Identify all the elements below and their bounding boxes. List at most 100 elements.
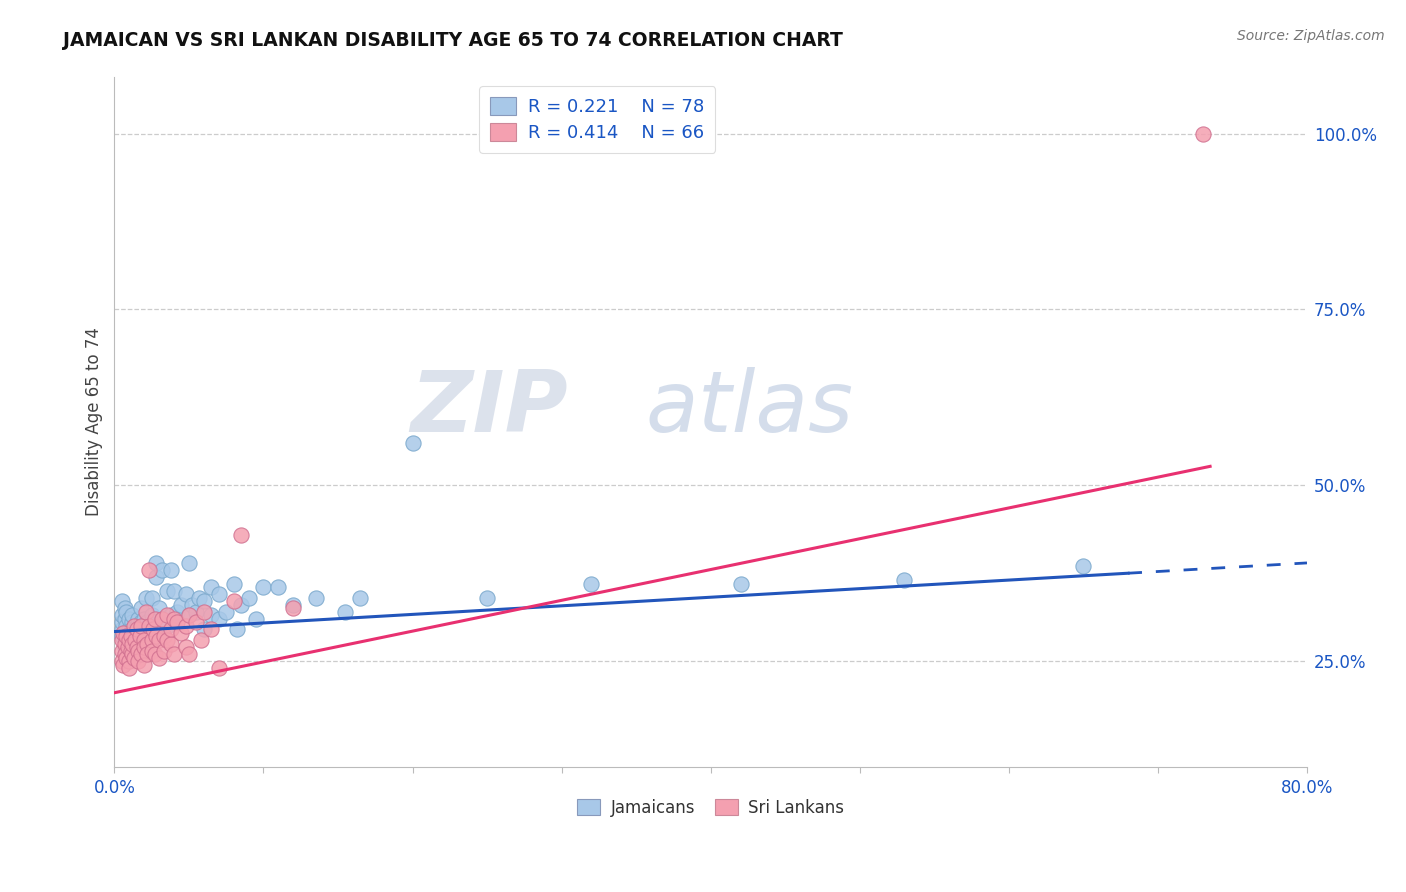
- Text: ZIP: ZIP: [411, 367, 568, 450]
- Point: [163, 647, 186, 661]
- Point: [166, 605, 188, 619]
- Point: [174, 587, 197, 601]
- Point: [155, 583, 177, 598]
- Point: [145, 630, 167, 644]
- Point: [222, 576, 245, 591]
- Point: [117, 640, 139, 654]
- Point: [129, 647, 152, 661]
- Point: [118, 612, 141, 626]
- Point: [118, 654, 141, 668]
- Point: [120, 630, 142, 644]
- Point: [188, 591, 211, 605]
- Point: [150, 612, 173, 626]
- Point: [118, 632, 141, 647]
- Point: [145, 570, 167, 584]
- Point: [136, 630, 159, 644]
- Point: [142, 623, 165, 637]
- Point: [141, 632, 163, 647]
- Point: [1191, 127, 1213, 141]
- Point: [208, 661, 231, 675]
- Point: [134, 623, 156, 637]
- Point: [305, 591, 328, 605]
- Point: [475, 591, 498, 605]
- Point: [181, 598, 204, 612]
- Point: [208, 587, 231, 601]
- Point: [134, 640, 156, 654]
- Point: [150, 612, 173, 626]
- Point: [114, 612, 136, 626]
- Y-axis label: Disability Age 65 to 74: Disability Age 65 to 74: [86, 327, 103, 516]
- Point: [111, 594, 134, 608]
- Point: [129, 619, 152, 633]
- Point: [118, 636, 141, 650]
- Point: [115, 605, 138, 619]
- Point: [121, 608, 143, 623]
- Point: [111, 643, 134, 657]
- Point: [177, 608, 200, 623]
- Point: [134, 612, 156, 626]
- Point: [125, 619, 148, 633]
- Point: [129, 615, 152, 630]
- Point: [160, 623, 183, 637]
- Point: [134, 657, 156, 672]
- Point: [283, 598, 305, 612]
- Point: [170, 626, 193, 640]
- Point: [177, 608, 200, 623]
- Point: [129, 601, 152, 615]
- Point: [177, 556, 200, 570]
- Point: [135, 591, 157, 605]
- Point: [112, 626, 135, 640]
- Point: [229, 527, 252, 541]
- Point: [200, 580, 222, 594]
- Point: [141, 591, 163, 605]
- Point: [245, 612, 267, 626]
- Point: [163, 612, 186, 626]
- Point: [193, 605, 215, 619]
- Point: [174, 640, 197, 654]
- Point: [170, 598, 193, 612]
- Point: [150, 563, 173, 577]
- Point: [148, 623, 170, 637]
- Point: [111, 615, 134, 630]
- Point: [118, 630, 141, 644]
- Point: [152, 630, 174, 644]
- Point: [152, 643, 174, 657]
- Point: [114, 601, 136, 615]
- Point: [283, 601, 305, 615]
- Point: [200, 623, 222, 637]
- Point: [136, 615, 159, 630]
- Point: [148, 632, 170, 647]
- Point: [114, 626, 136, 640]
- Point: [349, 591, 371, 605]
- Point: [122, 626, 145, 640]
- Text: JAMAICAN VS SRI LANKAN DISABILITY AGE 65 TO 74 CORRELATION CHART: JAMAICAN VS SRI LANKAN DISABILITY AGE 65…: [63, 31, 844, 50]
- Point: [115, 632, 138, 647]
- Point: [122, 619, 145, 633]
- Text: Source: ZipAtlas.com: Source: ZipAtlas.com: [1237, 29, 1385, 43]
- Point: [335, 605, 357, 619]
- Point: [138, 563, 160, 577]
- Point: [143, 612, 166, 626]
- Point: [127, 612, 149, 626]
- Point: [163, 612, 186, 626]
- Point: [186, 605, 208, 619]
- Point: [155, 619, 177, 633]
- Point: [238, 591, 260, 605]
- Point: [125, 630, 148, 644]
- Point: [127, 623, 149, 637]
- Legend: Jamaicans, Sri Lankans: Jamaicans, Sri Lankans: [571, 792, 851, 823]
- Point: [125, 640, 148, 654]
- Point: [115, 619, 138, 633]
- Point: [160, 563, 183, 577]
- Point: [893, 573, 915, 587]
- Point: [155, 608, 177, 623]
- Point: [267, 580, 290, 594]
- Point: [581, 576, 603, 591]
- Point: [730, 576, 752, 591]
- Point: [118, 623, 141, 637]
- Point: [112, 657, 135, 672]
- Point: [229, 598, 252, 612]
- Point: [111, 623, 134, 637]
- Point: [148, 650, 170, 665]
- Point: [141, 643, 163, 657]
